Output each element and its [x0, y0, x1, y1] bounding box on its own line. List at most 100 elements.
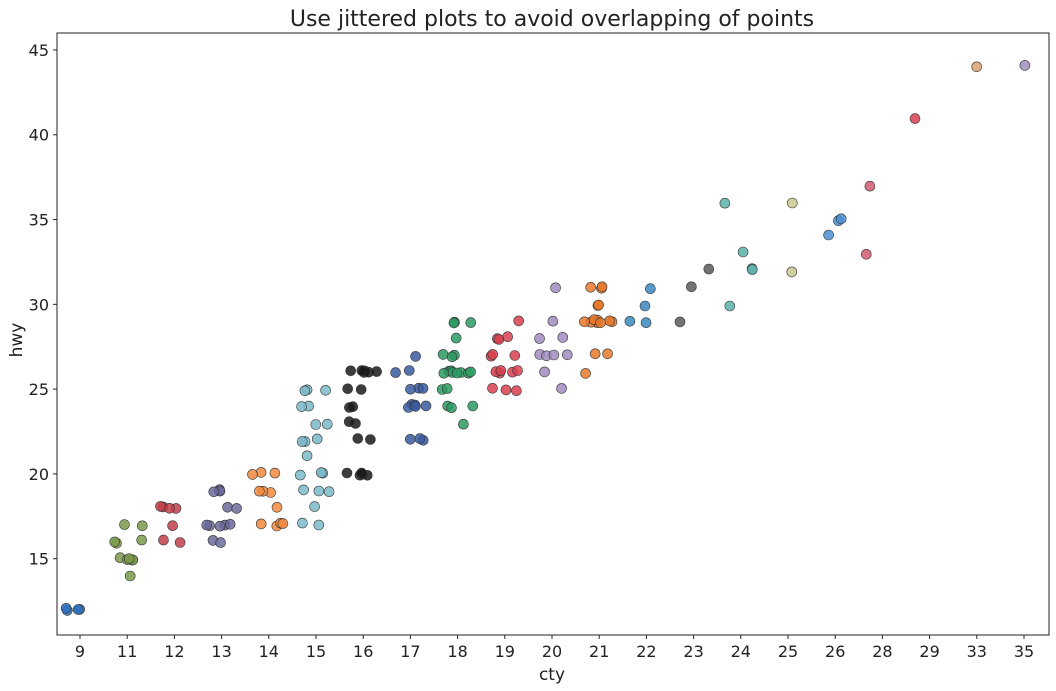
- data-point: [164, 502, 175, 514]
- data-point: [119, 519, 130, 530]
- data-point: [509, 350, 521, 361]
- data-point: [60, 602, 72, 614]
- data-point: [550, 282, 561, 294]
- data-point: [294, 469, 306, 481]
- data-point: [495, 365, 507, 376]
- data-point: [441, 383, 453, 394]
- data-point: [579, 316, 590, 328]
- data-point: [224, 518, 236, 530]
- data-point: [215, 537, 226, 548]
- x-tick-label: 15: [306, 642, 326, 661]
- data-point: [746, 264, 758, 275]
- data-point: [534, 333, 545, 344]
- data-point: [561, 349, 573, 361]
- x-tick-label: 17: [400, 642, 420, 661]
- data-point: [255, 467, 267, 478]
- data-point: [297, 517, 308, 529]
- data-point: [451, 367, 463, 379]
- data-point: [356, 365, 368, 376]
- data-point: [580, 368, 591, 379]
- data-point: [786, 197, 798, 209]
- data-point: [548, 349, 560, 361]
- y-tick-label: 35: [29, 211, 49, 230]
- y-tick-label: 45: [29, 41, 49, 60]
- y-tick-label: 25: [29, 380, 49, 399]
- data-point: [585, 281, 597, 293]
- data-point: [604, 315, 615, 327]
- data-point: [315, 467, 327, 478]
- x-tick-label: 26: [825, 642, 845, 661]
- y-tick-label: 30: [29, 295, 49, 314]
- data-point: [458, 418, 469, 430]
- data-point: [556, 383, 567, 394]
- plot-frame: [56, 32, 1050, 636]
- data-point: [502, 331, 514, 343]
- data-point: [347, 401, 359, 413]
- data-point: [313, 519, 325, 531]
- data-point: [124, 570, 136, 582]
- x-tick-label: 24: [731, 642, 751, 661]
- data-point: [639, 300, 651, 312]
- data-point: [511, 385, 522, 397]
- data-point: [109, 536, 120, 548]
- x-tick-label: 23: [683, 642, 703, 661]
- data-point: [786, 266, 798, 278]
- data-point: [371, 366, 382, 377]
- data-point: [410, 401, 421, 412]
- data-point: [356, 467, 367, 479]
- data-point: [321, 418, 333, 430]
- data-point: [909, 113, 921, 124]
- x-tick-label: 21: [589, 642, 609, 661]
- data-point: [136, 534, 147, 546]
- data-point: [158, 534, 169, 546]
- data-point: [703, 263, 715, 275]
- y-axis-label: hwy: [7, 323, 27, 358]
- data-point: [296, 401, 307, 412]
- data-point: [417, 383, 429, 394]
- data-point: [860, 249, 872, 260]
- data-point: [589, 348, 601, 360]
- y-tick-label: 20: [29, 465, 49, 484]
- data-point: [448, 317, 460, 329]
- data-point: [719, 197, 731, 209]
- x-tick-label: 18: [447, 642, 467, 661]
- data-point: [222, 501, 233, 513]
- data-point: [72, 604, 84, 615]
- data-point: [595, 317, 606, 329]
- data-point: [214, 520, 226, 532]
- data-point: [343, 416, 355, 428]
- data-point: [271, 501, 283, 513]
- data-point: [971, 61, 983, 73]
- data-point: [645, 283, 656, 295]
- data-point: [405, 383, 416, 395]
- data-point: [313, 485, 325, 497]
- chart-title: Use jittered plots to avoid overlapping …: [290, 7, 814, 32]
- data-point: [437, 349, 449, 360]
- data-point: [255, 518, 267, 530]
- data-point: [539, 366, 550, 378]
- data-point: [557, 332, 569, 343]
- data-point: [208, 486, 220, 498]
- data-point: [404, 433, 416, 445]
- data-point: [355, 384, 367, 395]
- data-point: [352, 433, 364, 444]
- data-point: [547, 315, 559, 327]
- data-point: [341, 467, 353, 479]
- x-tick-label: 12: [164, 642, 184, 661]
- y-tick-label: 40: [29, 126, 49, 145]
- data-point: [674, 316, 686, 328]
- data-point: [155, 501, 166, 512]
- x-tick-label: 25: [778, 642, 798, 661]
- data-point: [513, 315, 525, 327]
- data-point: [724, 300, 736, 312]
- data-point: [593, 299, 604, 311]
- data-point: [420, 400, 432, 412]
- data-point: [254, 485, 265, 497]
- x-tick-label: 20: [542, 642, 562, 661]
- data-point: [299, 385, 311, 397]
- data-point: [390, 367, 401, 378]
- data-point: [403, 365, 415, 376]
- data-point: [296, 436, 308, 447]
